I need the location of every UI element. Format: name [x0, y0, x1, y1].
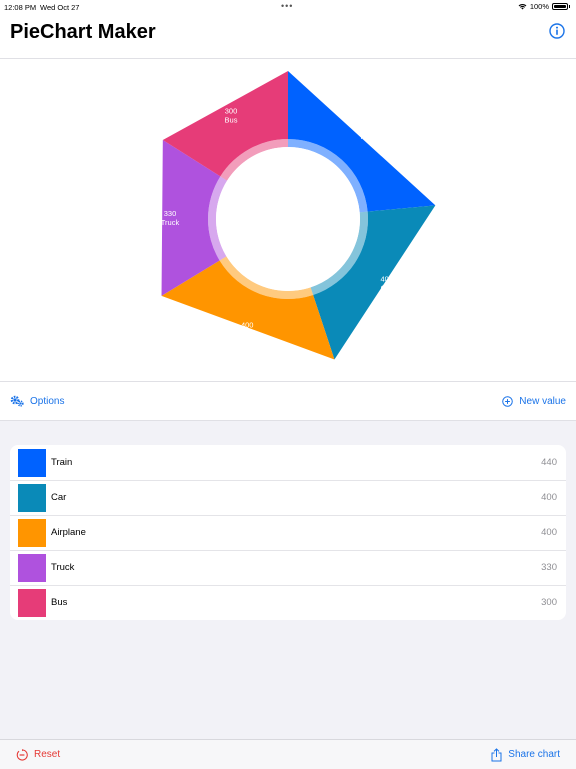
item-label: Bus [51, 597, 68, 608]
item-value: 300 [541, 597, 557, 608]
multitasking-dots-icon[interactable]: ••• [281, 1, 294, 11]
status-date: Wed Oct 27 [40, 3, 80, 12]
values-list: Train 440 Car 400 Airplane 400 Truck 330… [10, 445, 566, 620]
battery-tip [569, 5, 570, 8]
list-item[interactable]: Car 400 [10, 480, 566, 515]
battery-percentage: 100% [529, 2, 549, 11]
options-label: Options [30, 395, 65, 407]
item-label: Car [51, 492, 67, 503]
slice-category-label: Airplane [233, 330, 261, 339]
color-swatch [18, 588, 46, 617]
list-item[interactable]: Airplane 400 [10, 515, 566, 550]
wifi-icon [518, 3, 527, 10]
pie-slice-truck[interactable] [161, 140, 221, 296]
reset-button[interactable]: Reset [16, 740, 60, 769]
new-value-button[interactable]: New value [502, 382, 566, 420]
bottom-toolbar: Reset Share chart [0, 739, 576, 769]
color-swatch [18, 518, 46, 547]
slice-category-label: Truck [161, 218, 180, 227]
pie-inner-band-train [288, 139, 368, 213]
item-value: 440 [541, 457, 557, 468]
pie-inner-band-airplane [219, 256, 314, 299]
navigation-bar: PieChart Maker [0, 14, 576, 59]
options-button[interactable]: Options [10, 382, 64, 420]
color-swatch [18, 448, 46, 477]
donut-hole [216, 147, 360, 291]
slice-category-label: Bus [225, 116, 238, 125]
gears-icon [10, 395, 24, 407]
pie-inner-band-car [310, 211, 368, 295]
share-icon [491, 747, 502, 761]
color-swatch [18, 553, 46, 582]
slice-category-label: Car [381, 284, 394, 293]
item-label: Truck [51, 562, 75, 573]
status-time: 12:08 PM [4, 3, 37, 12]
share-chart-button[interactable]: Share chart [491, 740, 560, 769]
pie-inner-band-bus [220, 139, 288, 181]
item-value: 330 [541, 562, 557, 573]
pie-inner-band-truck [208, 176, 228, 261]
list-item[interactable]: Train 440 [10, 445, 566, 480]
plus-circle-icon [502, 395, 514, 407]
slice-category-label: Train [359, 132, 376, 141]
status-right: 100% [518, 2, 570, 11]
slice-value-label: 440 [361, 123, 374, 132]
pie-slice-bus[interactable] [162, 71, 288, 177]
pie-slice-train[interactable] [288, 71, 436, 212]
share-label: Share chart [508, 749, 560, 760]
pie-slice-car[interactable] [313, 205, 436, 360]
chart-area: 440 Train 400 Car 400 Airplane 330 Truck 300 Bus [0, 59, 576, 382]
battery-icon [552, 3, 568, 10]
slice-value-label: 400 [380, 275, 393, 284]
page-title: PieChart Maker [10, 21, 156, 43]
status-bar: 12:08 PM Wed Oct 27 ••• 100% [0, 0, 576, 14]
list-item[interactable]: Bus 300 [10, 585, 566, 620]
pie-slice-airplane[interactable] [161, 260, 335, 360]
slice-value-label: 300 [225, 107, 238, 116]
reset-label: Reset [34, 749, 61, 760]
item-label: Train [51, 457, 73, 468]
item-label: Airplane [51, 527, 86, 538]
action-bar: Options New value [0, 382, 576, 421]
info-icon[interactable] [549, 23, 565, 39]
new-value-label: New value [519, 395, 566, 407]
color-swatch [18, 483, 46, 512]
item-value: 400 [541, 492, 557, 503]
item-value: 400 [541, 527, 557, 538]
list-item[interactable]: Truck 330 [10, 550, 566, 585]
slice-value-label: 400 [241, 321, 254, 330]
slice-value-label: 330 [164, 209, 177, 218]
reset-timer-icon [16, 748, 28, 761]
